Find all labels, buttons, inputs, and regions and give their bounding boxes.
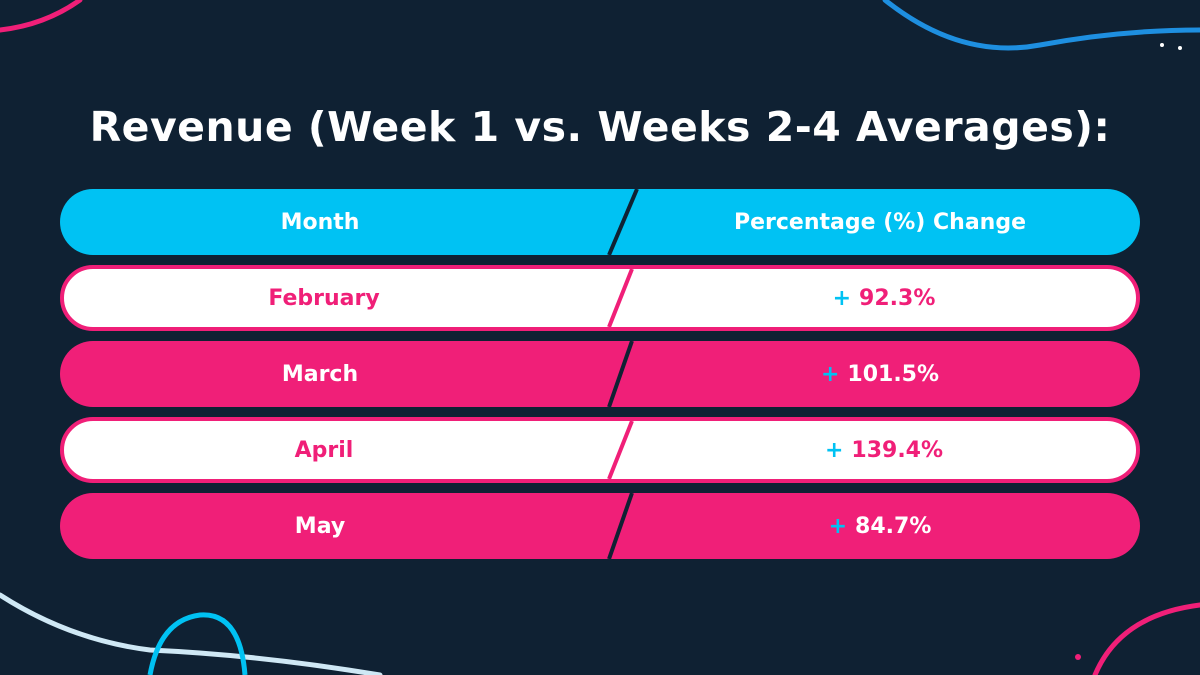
plus-sign: + [820, 361, 840, 387]
row-change: +139.4% [624, 421, 1136, 479]
row-month: April [294, 437, 354, 463]
table-row: May +84.7% [60, 493, 1140, 559]
header-percentage-change: Percentage (%) Change [733, 209, 1026, 235]
corner-curve-top-left [0, 0, 83, 33]
change-value: 92.3% [859, 285, 936, 311]
wave-bottom-left [0, 592, 383, 675]
arc-bottom-left [147, 612, 248, 675]
table-row: February +92.3% [60, 265, 1140, 331]
header-month: Month [280, 209, 360, 235]
plus-sign: + [832, 285, 852, 311]
row-month: May [294, 513, 346, 539]
row-change: +101.5% [620, 341, 1140, 407]
row-divider [607, 341, 634, 407]
row-change: +84.7% [620, 493, 1140, 559]
dot [1160, 43, 1164, 47]
change-value: 139.4% [851, 437, 944, 463]
dot [1075, 654, 1081, 660]
table-row: April +139.4% [60, 417, 1140, 483]
row-divider [607, 269, 634, 327]
dot [1178, 46, 1182, 50]
arc-bottom-right [1092, 602, 1200, 675]
row-change: +92.3% [624, 269, 1136, 327]
table-header-row: Month Percentage (%) Change [60, 189, 1140, 255]
wave-top-right [882, 0, 1200, 51]
row-divider [607, 493, 634, 559]
change-value: 84.7% [855, 513, 932, 539]
header-divider [607, 189, 639, 255]
plus-sign: + [824, 437, 844, 463]
plus-sign: + [828, 513, 848, 539]
table-row: March +101.5% [60, 341, 1140, 407]
row-month: March [281, 361, 359, 387]
chart-title: Revenue (Week 1 vs. Weeks 2-4 Averages): [89, 103, 1111, 151]
row-month: February [268, 285, 380, 311]
row-divider [607, 421, 634, 479]
change-value: 101.5% [847, 361, 940, 387]
